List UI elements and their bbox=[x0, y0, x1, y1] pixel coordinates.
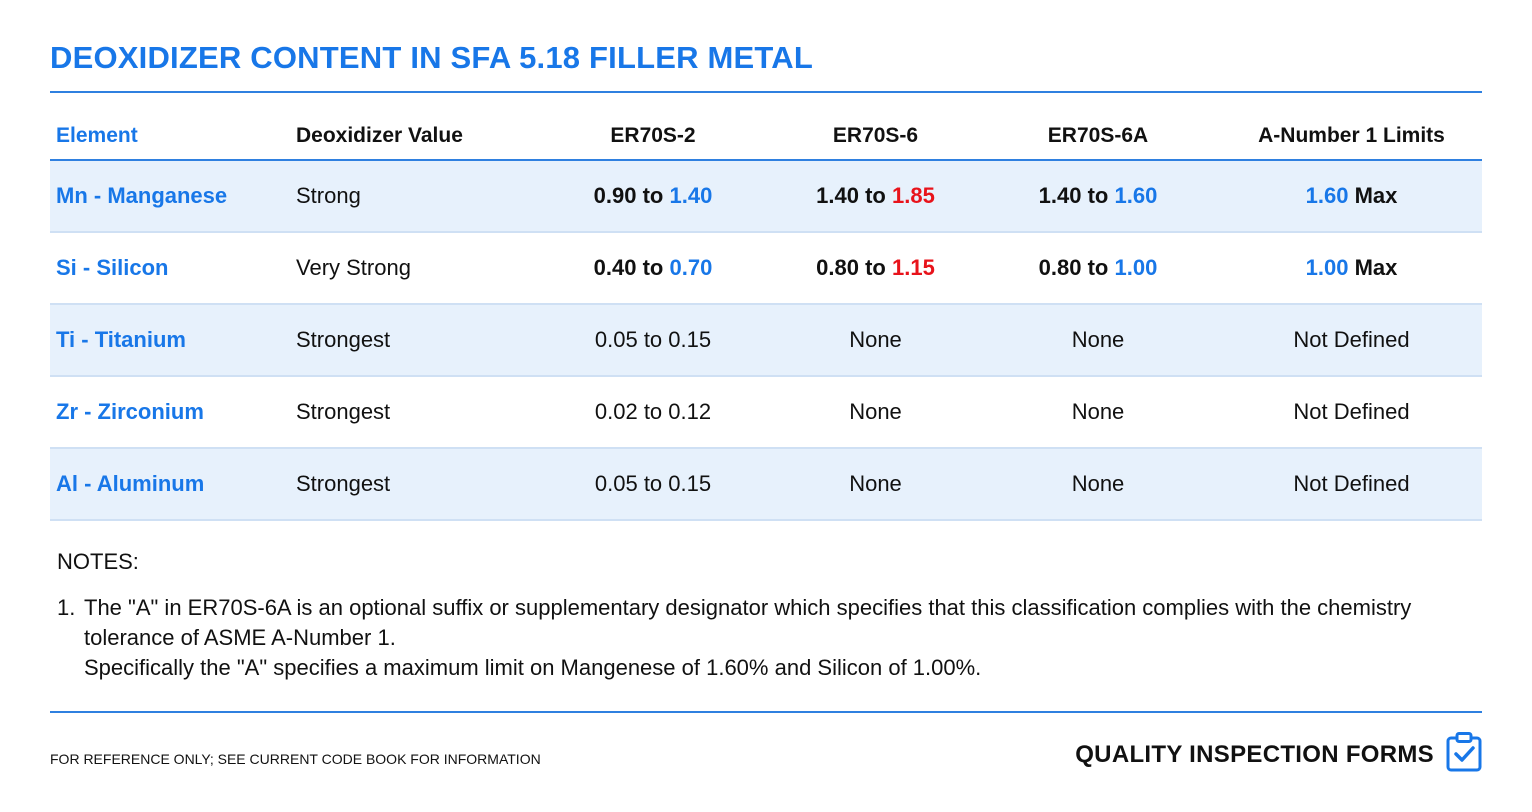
element-cell: Ti - Titanium bbox=[50, 304, 290, 377]
range-to: to bbox=[642, 255, 664, 280]
element-cell: Mn - Manganese bbox=[50, 160, 290, 233]
er70s-6-cell: 0.80 to 1.15 bbox=[770, 232, 975, 305]
footer-divider bbox=[50, 711, 1482, 713]
deoxidizer-value-cell: Strongest bbox=[290, 448, 530, 521]
er70s-2-cell: 0.90 to 1.40 bbox=[530, 160, 770, 233]
range-high: 1.40 bbox=[669, 183, 713, 208]
a-number-limit-cell: 1.60 Max bbox=[1215, 160, 1482, 233]
range-high: 1.85 bbox=[892, 183, 935, 208]
range-high: 1.15 bbox=[892, 255, 935, 280]
deoxidizer-value-cell: Strong bbox=[290, 160, 530, 233]
column-header-element: Element bbox=[50, 112, 290, 161]
element-cell: Zr - Zirconium bbox=[50, 376, 290, 449]
title-divider bbox=[50, 91, 1482, 93]
deoxidizer-value-cell: Strongest bbox=[290, 304, 530, 377]
column-header-er70s-6: ER70S-6 bbox=[770, 112, 975, 161]
note-text: The "A" in ER70S-6A is an optional suffi… bbox=[84, 593, 1477, 683]
er70s-6a-cell: None bbox=[975, 448, 1215, 521]
page-title: DEOXIDIZER CONTENT IN SFA 5.18 FILLER ME… bbox=[50, 40, 813, 75]
table-row: Zr - Zirconium Strongest 0.02 to 0.12 No… bbox=[50, 376, 1482, 449]
table-row: Si - Silicon Very Strong 0.40 to 0.70 0.… bbox=[50, 232, 1482, 305]
range-high: 1.00 bbox=[1114, 255, 1158, 280]
column-header-a-number-limits: A-Number 1 Limits bbox=[1215, 112, 1482, 161]
er70s-6-cell: None bbox=[770, 376, 975, 449]
a-number-limit-cell: Not Defined bbox=[1215, 304, 1482, 377]
er70s-6a-cell: 1.40 to 1.60 bbox=[975, 160, 1215, 233]
column-header-er70s-2: ER70S-2 bbox=[530, 112, 770, 161]
element-cell: Si - Silicon bbox=[50, 232, 290, 305]
range-to: to bbox=[642, 183, 664, 208]
limit-value: 1.60 bbox=[1305, 183, 1349, 208]
range-low: 0.90 bbox=[593, 183, 637, 208]
note-line: The "A" in ER70S-6A is an optional suffi… bbox=[84, 595, 1412, 650]
table-row: Mn - Manganese Strong 0.90 to 1.40 1.40 … bbox=[50, 160, 1482, 233]
range-low: 1.40 bbox=[816, 183, 859, 208]
range-to: to bbox=[1087, 255, 1109, 280]
range-low: 0.80 bbox=[1038, 255, 1082, 280]
er70s-2-cell: 0.40 to 0.70 bbox=[530, 232, 770, 305]
er70s-6-cell: None bbox=[770, 304, 975, 377]
notes-heading: NOTES: bbox=[57, 549, 139, 574]
deoxidizer-value-cell: Very Strong bbox=[290, 232, 530, 305]
range-low: 0.80 bbox=[816, 255, 859, 280]
table-row: Ti - Titanium Strongest 0.05 to 0.15 Non… bbox=[50, 304, 1482, 377]
note-item: 1. The "A" in ER70S-6A is an optional su… bbox=[57, 593, 1477, 683]
er70s-2-cell: 0.05 to 0.15 bbox=[530, 448, 770, 521]
range-low: 0.40 bbox=[593, 255, 637, 280]
a-number-limit-cell: Not Defined bbox=[1215, 376, 1482, 449]
limit-value: 1.00 bbox=[1305, 255, 1349, 280]
range-low: 1.40 bbox=[1038, 183, 1082, 208]
a-number-limit-cell: Not Defined bbox=[1215, 448, 1482, 521]
column-header-deoxidizer-value: Deoxidizer Value bbox=[290, 112, 530, 161]
note-number: 1. bbox=[57, 595, 76, 620]
limit-suffix: Max bbox=[1354, 255, 1398, 280]
range-to: to bbox=[865, 255, 886, 280]
a-number-limit-cell: 1.00 Max bbox=[1215, 232, 1482, 305]
table-header-row: Element Deoxidizer Value ER70S-2 ER70S-6… bbox=[50, 112, 1482, 161]
deoxidizer-table: Element Deoxidizer Value ER70S-2 ER70S-6… bbox=[50, 112, 1482, 521]
column-header-er70s-6a: ER70S-6A bbox=[975, 112, 1215, 161]
er70s-6-cell: 1.40 to 1.85 bbox=[770, 160, 975, 233]
clipboard-check-icon bbox=[1446, 732, 1482, 772]
range-high: 1.60 bbox=[1114, 183, 1158, 208]
er70s-2-cell: 0.02 to 0.12 bbox=[530, 376, 770, 449]
er70s-2-cell: 0.05 to 0.15 bbox=[530, 304, 770, 377]
er70s-6a-cell: None bbox=[975, 304, 1215, 377]
footer-disclaimer: FOR REFERENCE ONLY; SEE CURRENT CODE BOO… bbox=[50, 751, 541, 767]
table-row: Al - Aluminum Strongest 0.05 to 0.15 Non… bbox=[50, 448, 1482, 521]
er70s-6a-cell: None bbox=[975, 376, 1215, 449]
deoxidizer-value-cell: Strongest bbox=[290, 376, 530, 449]
er70s-6-cell: None bbox=[770, 448, 975, 521]
range-to: to bbox=[1087, 183, 1109, 208]
limit-suffix: Max bbox=[1354, 183, 1398, 208]
element-cell: Al - Aluminum bbox=[50, 448, 290, 521]
note-line: Specifically the "A" specifies a maximum… bbox=[84, 655, 982, 680]
range-to: to bbox=[865, 183, 886, 208]
brand-name: QUALITY INSPECTION FORMS bbox=[1075, 741, 1434, 768]
er70s-6a-cell: 0.80 to 1.00 bbox=[975, 232, 1215, 305]
range-high: 0.70 bbox=[669, 255, 713, 280]
